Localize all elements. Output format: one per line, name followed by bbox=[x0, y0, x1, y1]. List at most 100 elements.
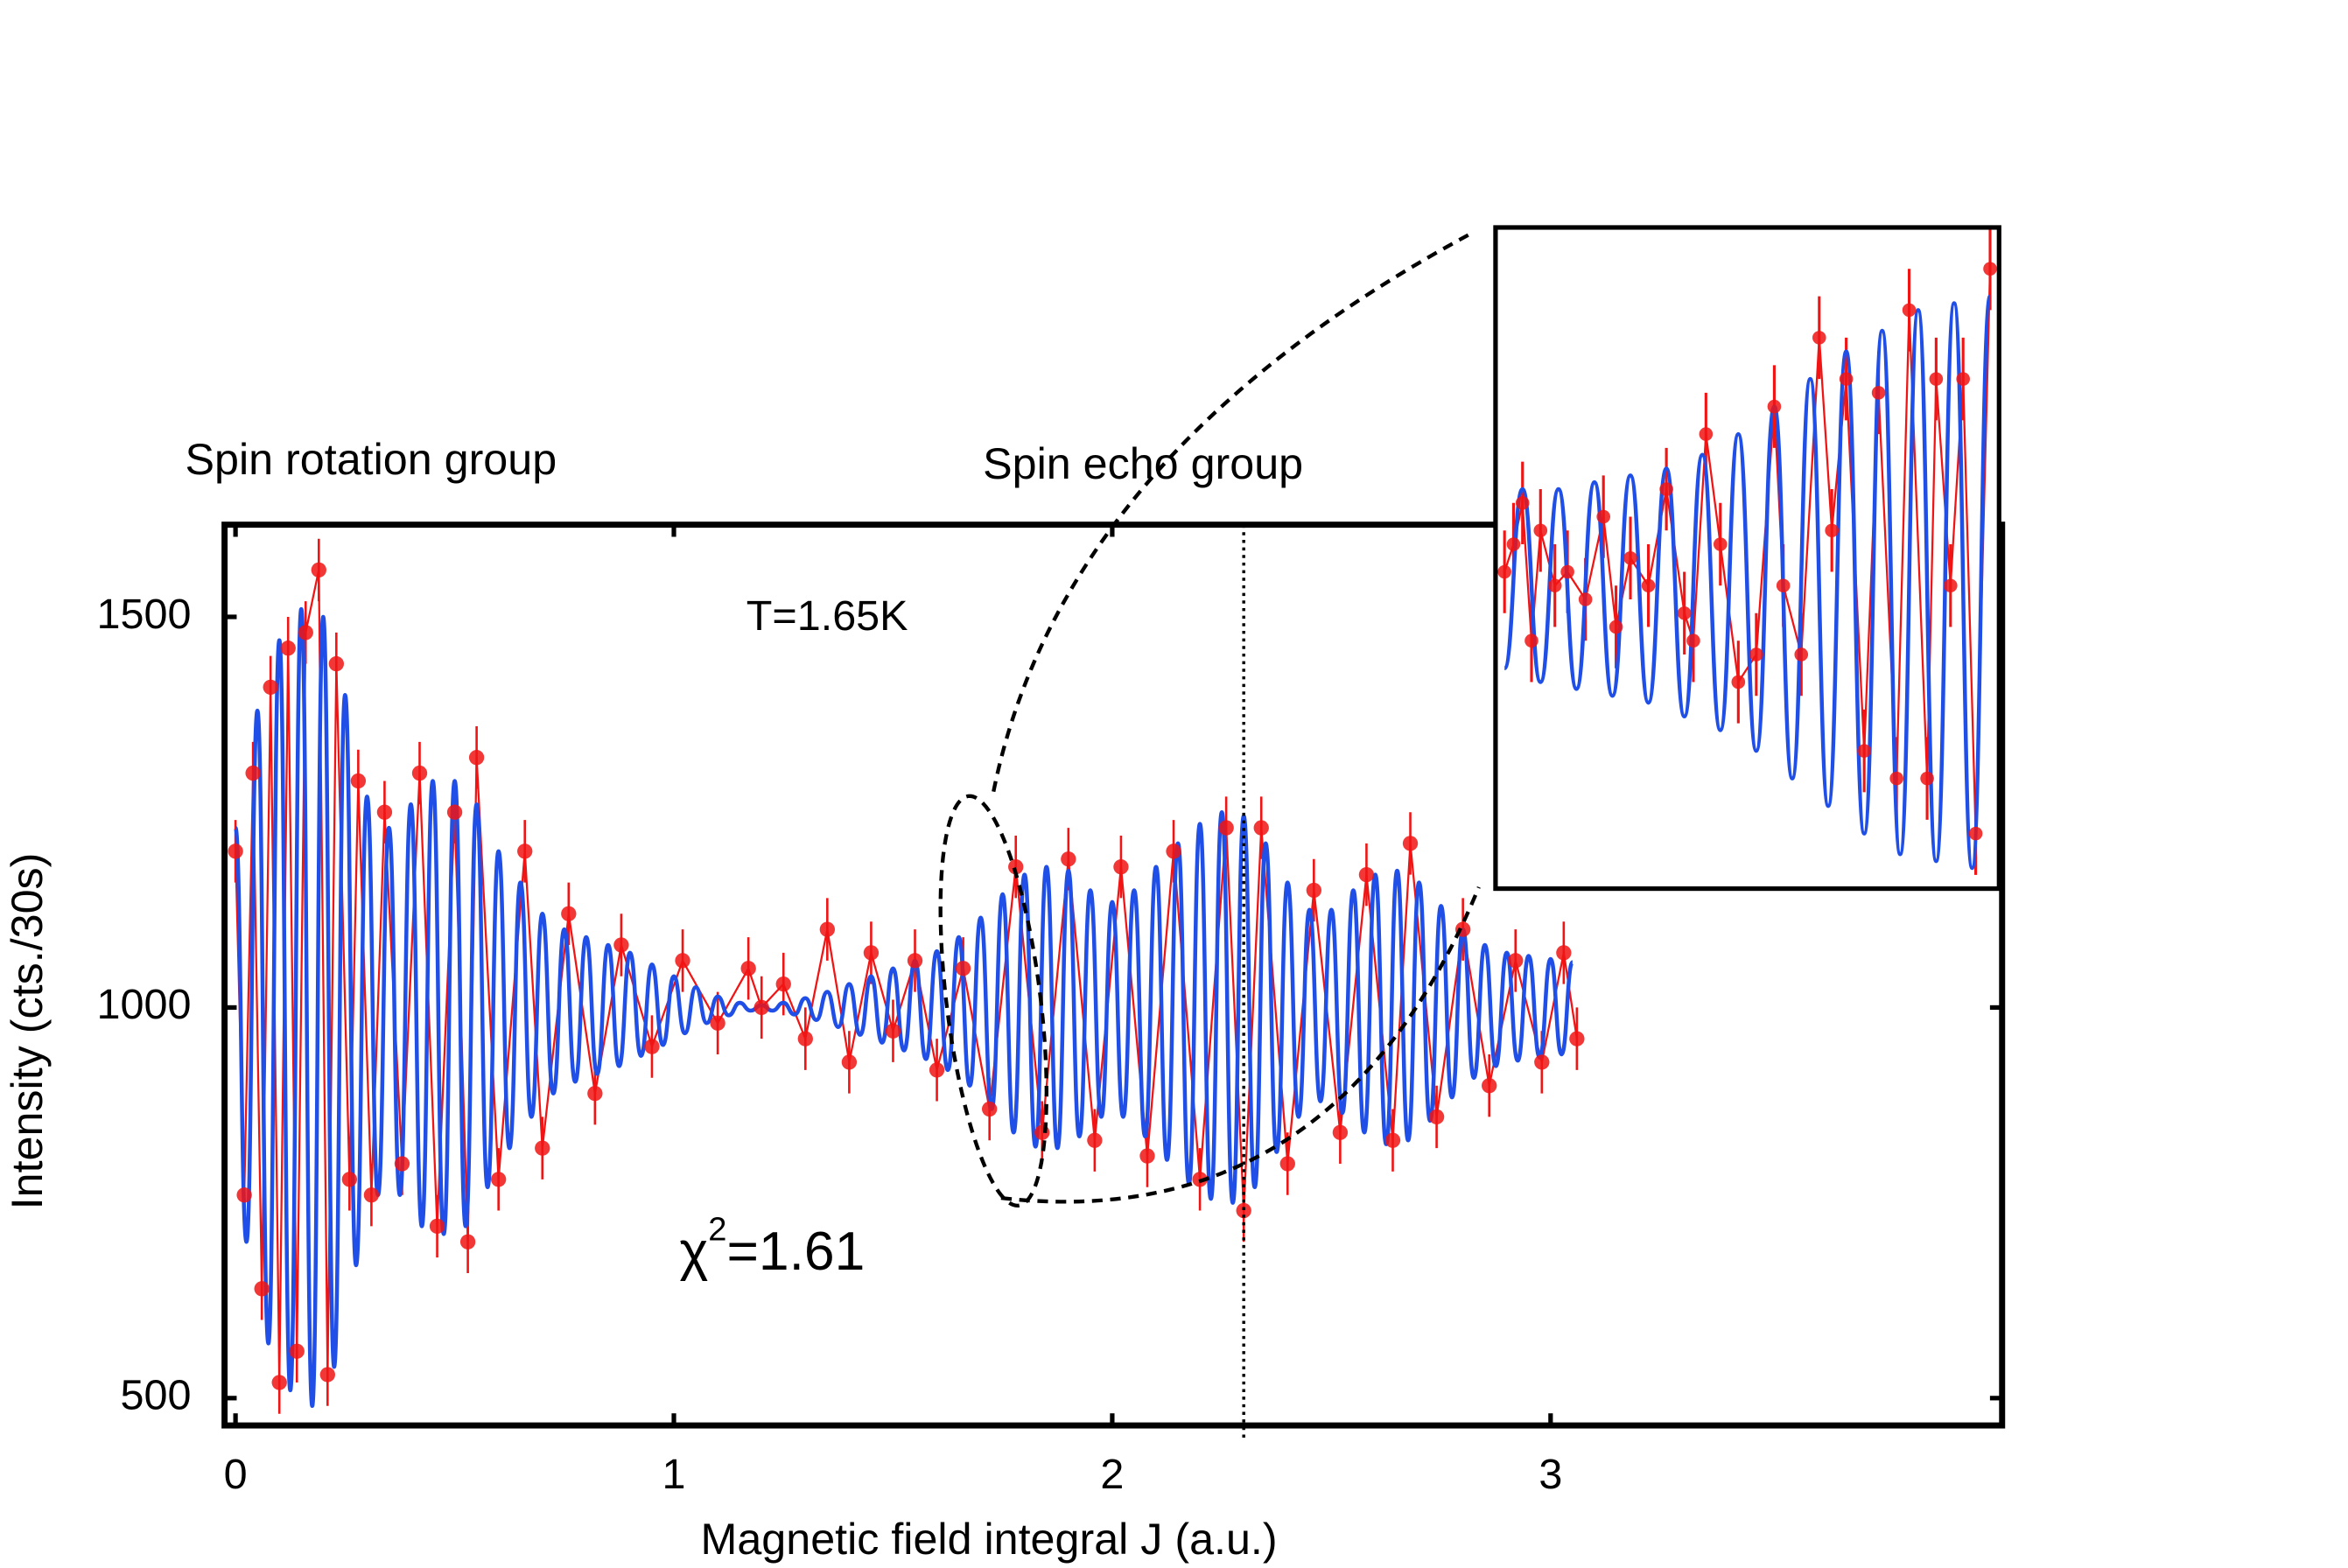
data-point bbox=[1767, 399, 1782, 414]
data-point bbox=[236, 1187, 252, 1203]
chi-squared: χ2=1.61 bbox=[680, 1210, 866, 1282]
data-point bbox=[1902, 303, 1917, 318]
main-plot: 0 1 2 3 500 1000 1500 bbox=[97, 522, 2006, 1498]
data-point bbox=[1384, 1132, 1401, 1148]
zoom-ellipse bbox=[938, 794, 1048, 1208]
data-point bbox=[1713, 537, 1728, 551]
data-point bbox=[1218, 820, 1234, 836]
data-point bbox=[1731, 675, 1746, 690]
data-point bbox=[1677, 606, 1692, 620]
data-point bbox=[517, 844, 533, 859]
data-point bbox=[1236, 1202, 1251, 1219]
data-point bbox=[1968, 826, 1983, 841]
plot-area bbox=[1497, 228, 1997, 875]
data-point bbox=[1087, 1132, 1103, 1148]
data-point bbox=[1166, 844, 1181, 859]
data-point bbox=[1402, 836, 1419, 851]
data-point bbox=[613, 937, 629, 953]
data-point bbox=[1857, 744, 1871, 758]
fit-line bbox=[1502, 294, 1993, 871]
data-point bbox=[411, 765, 428, 781]
data-point bbox=[446, 804, 463, 820]
data-point bbox=[298, 625, 313, 640]
chi-power: 2 bbox=[708, 1210, 726, 1248]
x-tick-label: 0 bbox=[224, 1451, 248, 1498]
data-point bbox=[929, 1062, 945, 1078]
data-point bbox=[1306, 882, 1322, 899]
data-point bbox=[1113, 859, 1129, 875]
data-point bbox=[1956, 372, 1970, 386]
data-point bbox=[1794, 648, 1809, 662]
data-point bbox=[1749, 648, 1763, 662]
data-point bbox=[863, 945, 880, 961]
data-point bbox=[1524, 634, 1538, 648]
data-point bbox=[394, 1156, 410, 1172]
data-point bbox=[1008, 859, 1024, 875]
data-point bbox=[1497, 564, 1511, 579]
data-point bbox=[1332, 1124, 1349, 1140]
data-point bbox=[228, 844, 243, 859]
data-point bbox=[328, 655, 344, 672]
data-point bbox=[363, 1187, 380, 1203]
data-point bbox=[1596, 509, 1611, 524]
data-point bbox=[1279, 1156, 1295, 1172]
data-point bbox=[1508, 953, 1524, 969]
data-point bbox=[1929, 372, 1944, 386]
y-tick-label: 1500 bbox=[97, 591, 192, 638]
x-tick-label: 3 bbox=[1538, 1451, 1562, 1498]
data-point bbox=[841, 1054, 858, 1070]
data-point bbox=[1623, 550, 1637, 565]
data-point bbox=[1139, 1148, 1155, 1164]
data-point bbox=[468, 750, 485, 766]
data-point bbox=[819, 921, 836, 937]
data-point bbox=[535, 1140, 550, 1156]
chi-value: =1.61 bbox=[726, 1222, 865, 1282]
x-axis-label: Magnetic field integral J (a.u.) bbox=[700, 1515, 1277, 1564]
data-point bbox=[376, 804, 393, 820]
data-point bbox=[1569, 1031, 1585, 1046]
fit-line bbox=[233, 606, 1575, 1409]
data-point bbox=[1534, 1054, 1550, 1070]
data-point bbox=[1641, 578, 1656, 593]
data-point bbox=[1983, 262, 1997, 276]
data-point bbox=[263, 679, 278, 696]
data-point bbox=[459, 1234, 476, 1250]
data-point bbox=[1825, 523, 1839, 538]
data-point bbox=[1358, 866, 1375, 883]
chi-symbol: χ bbox=[680, 1222, 709, 1282]
x-tick-label: 1 bbox=[662, 1451, 686, 1498]
zoom-guides bbox=[938, 233, 1481, 1208]
data-point bbox=[350, 773, 367, 789]
data-point bbox=[797, 1031, 813, 1046]
plot-area bbox=[228, 538, 1585, 1414]
data-point bbox=[1839, 372, 1854, 386]
data-point bbox=[1686, 634, 1700, 648]
data-point bbox=[1253, 820, 1269, 836]
data-point bbox=[490, 1172, 507, 1187]
data-point bbox=[1428, 1109, 1445, 1125]
data-point bbox=[1699, 427, 1714, 441]
data-point bbox=[1533, 523, 1548, 538]
y-tick-label: 1000 bbox=[97, 981, 192, 1028]
data-point bbox=[1061, 851, 1076, 867]
annotation: Spin rotation group bbox=[186, 435, 557, 484]
zoom-guide bbox=[992, 233, 1469, 793]
data-point bbox=[1556, 945, 1572, 961]
data-point bbox=[271, 1375, 287, 1390]
data-point bbox=[1515, 496, 1530, 510]
data-point bbox=[1482, 1078, 1497, 1094]
data-point bbox=[319, 1367, 335, 1382]
annotation: Spin echo group bbox=[983, 439, 1303, 488]
data-point bbox=[429, 1218, 445, 1235]
plot-frame bbox=[1493, 225, 2001, 892]
data-point bbox=[1578, 592, 1593, 606]
data-point bbox=[289, 1343, 305, 1359]
data-point bbox=[254, 1281, 270, 1297]
data-point bbox=[1920, 771, 1934, 786]
data-point bbox=[675, 953, 690, 969]
data-point bbox=[280, 640, 296, 656]
inset-plot bbox=[1493, 225, 2001, 892]
data-point bbox=[245, 765, 261, 781]
data-point bbox=[311, 562, 326, 578]
